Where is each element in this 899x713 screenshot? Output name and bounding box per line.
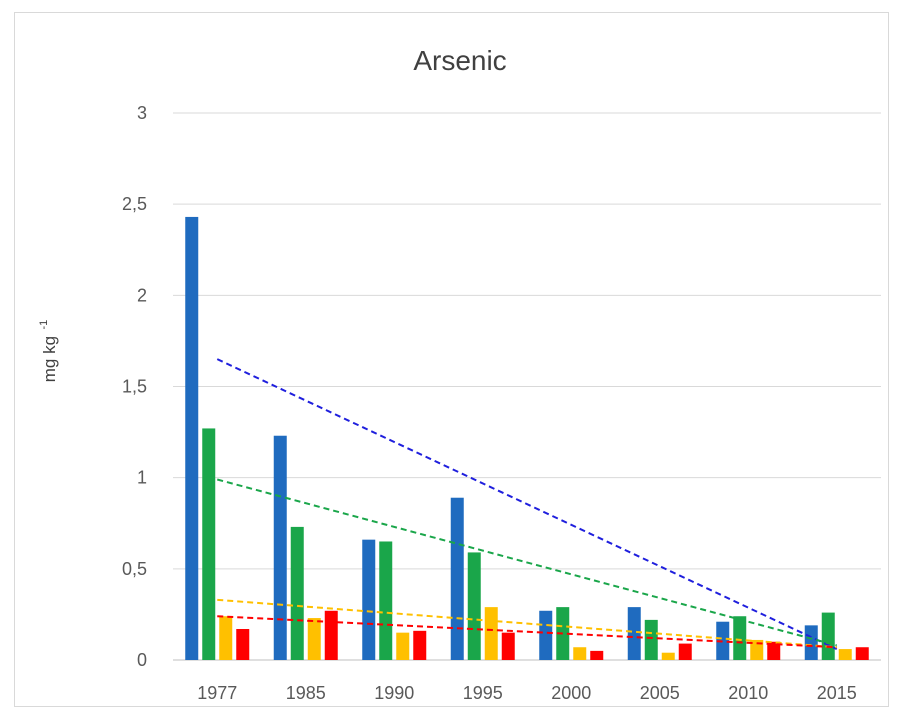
bar-1990-series-2 xyxy=(379,541,393,660)
x-tick-label: 2015 xyxy=(817,683,857,703)
x-tick-label: 2000 xyxy=(551,683,591,703)
y-tick-label: 2 xyxy=(137,285,147,305)
bar-2005-series-1 xyxy=(627,607,641,660)
bar-2015-series-2 xyxy=(821,612,835,660)
bar-1977-series-1 xyxy=(185,216,199,660)
trendline-series-1 xyxy=(216,358,838,650)
x-tick-label: 2010 xyxy=(728,683,768,703)
x-tick-label: 1985 xyxy=(286,683,326,703)
x-tick-label: 2005 xyxy=(640,683,680,703)
bar-2015-series-1 xyxy=(804,625,818,660)
bar-2015-series-4 xyxy=(855,647,869,660)
bar-1985-series-4 xyxy=(324,610,338,660)
bar-1985-series-3 xyxy=(307,618,321,660)
chart-frame: Arsenic 0 0,5 1 1,5 2 2,5 3 1977 1985 1990 1995 20… xyxy=(14,12,889,707)
svg-text:mg kg -1: mg kg -1 xyxy=(38,320,59,383)
y-tick-label: 2,5 xyxy=(122,194,147,214)
y-axis-label-text: mg kg xyxy=(40,336,59,382)
trendlines xyxy=(216,358,838,650)
bar-1977-series-2 xyxy=(202,428,216,660)
bar-2005-series-3 xyxy=(661,652,675,660)
bar-2015-series-3 xyxy=(838,649,852,660)
bar-1990-series-3 xyxy=(396,632,410,660)
x-tick-label: 1995 xyxy=(463,683,503,703)
bar-1985-series-2 xyxy=(290,526,304,660)
bar-1985-series-1 xyxy=(273,435,287,660)
bar-2000-series-3 xyxy=(573,647,587,660)
bar-2010-series-4 xyxy=(767,641,781,660)
y-axis-label: mg kg -1 xyxy=(38,320,59,383)
arsenic-chart: Arsenic 0 0,5 1 1,5 2 2,5 3 1977 1985 1990 1995 20… xyxy=(38,45,881,703)
y-tick-label: 0 xyxy=(137,650,147,670)
bar-2005-series-4 xyxy=(678,643,692,660)
bar-2000-series-1 xyxy=(539,610,553,660)
bar-1995-series-4 xyxy=(501,632,515,660)
bar-2010-series-3 xyxy=(750,639,764,660)
bar-1990-series-1 xyxy=(362,539,376,660)
trendline-series-3 xyxy=(217,598,837,649)
y-tick-label: 1 xyxy=(137,468,147,488)
y-axis-label-superscript: -1 xyxy=(38,320,50,330)
bar-1995-series-3 xyxy=(484,607,498,660)
bars xyxy=(185,216,869,660)
x-tick-label: 1990 xyxy=(374,683,414,703)
bar-1977-series-4 xyxy=(236,629,250,660)
bar-1990-series-4 xyxy=(413,630,427,660)
y-tick-label: 3 xyxy=(137,103,147,123)
x-axis-ticks: 1977 1985 1990 1995 2000 2005 2010 2015 xyxy=(197,683,857,703)
bar-2000-series-4 xyxy=(590,650,604,660)
bar-1995-series-2 xyxy=(467,552,481,660)
trendline-series-4 xyxy=(217,615,837,649)
y-axis-ticks: 0 0,5 1 1,5 2 2,5 3 xyxy=(122,103,147,670)
bar-2010-series-2 xyxy=(733,616,747,660)
y-tick-label: 0,5 xyxy=(122,559,147,579)
bar-2010-series-1 xyxy=(716,621,730,660)
x-tick-label: 1977 xyxy=(197,683,237,703)
bar-1977-series-3 xyxy=(219,616,233,660)
trendline-series-2 xyxy=(216,478,838,647)
bar-1995-series-1 xyxy=(450,497,464,660)
bar-2005-series-2 xyxy=(644,619,658,660)
chart-title: Arsenic xyxy=(413,45,506,76)
y-tick-label: 1,5 xyxy=(122,377,147,397)
